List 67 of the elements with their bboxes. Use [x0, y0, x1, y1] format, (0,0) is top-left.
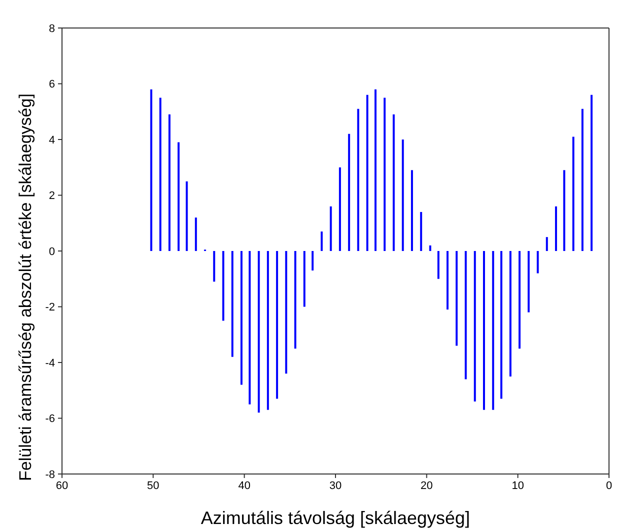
x-tick-label: 10 — [512, 480, 524, 492]
bar — [240, 251, 242, 385]
bar — [303, 251, 306, 307]
bar — [590, 94, 593, 251]
bar — [338, 167, 341, 251]
bar — [294, 251, 296, 349]
bar — [572, 136, 574, 251]
y-tick-label: 6 — [48, 78, 55, 91]
bar — [150, 89, 152, 251]
x-tick-label: 50 — [147, 480, 160, 492]
bar — [392, 114, 395, 251]
x-tick-label: 0 — [606, 480, 612, 492]
bar — [402, 140, 404, 251]
bar — [222, 251, 224, 321]
bar — [320, 231, 323, 251]
y-tick-label: 8 — [48, 22, 55, 35]
bar — [437, 251, 440, 279]
bar — [563, 170, 566, 251]
bar — [474, 251, 476, 402]
y-tick-label: -2 — [45, 302, 55, 314]
y-tick-label: -6 — [45, 413, 55, 426]
bar — [213, 251, 216, 282]
bar — [258, 251, 260, 413]
x-tick-label: 20 — [420, 480, 433, 492]
bar — [384, 98, 386, 251]
bar — [555, 206, 558, 251]
y-tick-label: 4 — [48, 134, 55, 146]
bar — [276, 251, 278, 399]
bar — [420, 212, 422, 251]
bar — [509, 251, 512, 376]
bar — [285, 251, 288, 374]
bar — [518, 251, 521, 349]
y-tick-label: 2 — [48, 190, 55, 202]
bar — [231, 251, 234, 357]
bar — [483, 251, 485, 410]
y-tick-label: -8 — [45, 468, 55, 481]
y-tick-label: -4 — [45, 357, 55, 370]
bar — [500, 251, 502, 399]
x-tick-label: 60 — [56, 480, 68, 492]
bar — [456, 251, 458, 346]
bar — [446, 251, 449, 310]
bar — [159, 98, 162, 251]
bar — [178, 142, 180, 251]
bar — [528, 251, 530, 312]
bar — [410, 170, 413, 251]
bar — [581, 108, 584, 251]
bar — [348, 134, 350, 251]
x-tick-label: 40 — [238, 480, 250, 492]
bar — [194, 218, 197, 251]
bar — [186, 181, 188, 251]
x-axis-title: Azimutális távolság [skálaegység] — [200, 508, 470, 528]
bar — [492, 251, 494, 410]
bar — [330, 206, 332, 251]
bar — [266, 251, 269, 410]
bar — [168, 114, 170, 251]
x-tick-label: 30 — [329, 480, 342, 492]
bar — [536, 251, 539, 274]
bar — [429, 245, 432, 251]
bar — [357, 108, 360, 251]
bar — [248, 251, 251, 404]
bar — [374, 89, 377, 251]
bar — [312, 251, 314, 271]
bar — [366, 94, 368, 251]
y-tick-label: 0 — [48, 246, 55, 258]
bar — [546, 237, 548, 251]
y-axis-title: Felületi áramsűrűség abszolút értéke [skálaegység] — [16, 94, 36, 481]
bar — [464, 251, 467, 380]
